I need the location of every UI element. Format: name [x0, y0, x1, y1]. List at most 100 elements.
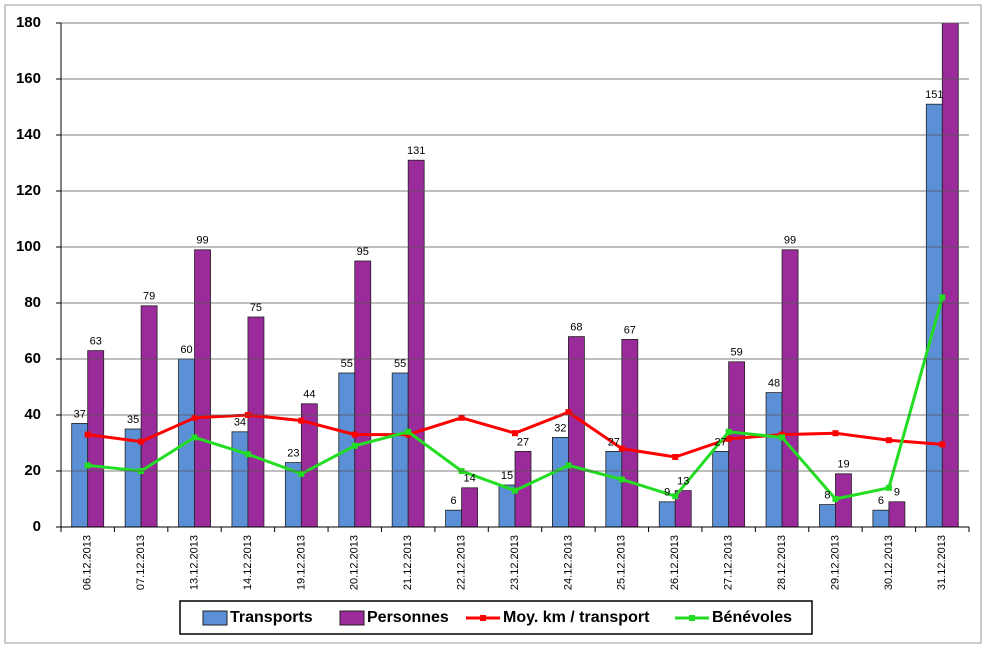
data-label: 151 — [925, 89, 943, 101]
line-marker — [939, 294, 946, 301]
data-label: 55 — [394, 358, 406, 370]
line-marker — [672, 493, 679, 500]
line-marker — [458, 414, 465, 421]
data-label: 55 — [341, 358, 353, 370]
bar — [445, 509, 462, 527]
data-label: 68 — [570, 322, 582, 334]
y-tick-label: 120 — [16, 182, 41, 199]
bar — [140, 305, 158, 527]
x-tick-label: 06.12.2013 — [82, 535, 94, 590]
x-tick-label: 31.12.2013 — [936, 535, 948, 590]
y-tick-label: 60 — [24, 350, 41, 367]
line-marker — [512, 487, 518, 494]
line-marker — [939, 441, 946, 448]
bar — [712, 450, 730, 527]
data-label: 9 — [664, 487, 670, 499]
bar — [674, 490, 692, 527]
line-marker — [672, 454, 679, 460]
bar — [194, 249, 211, 527]
data-label: 63 — [90, 336, 102, 348]
x-tick-label: 27.12.2013 — [723, 535, 735, 590]
legend-label: Personnes — [367, 609, 449, 626]
y-tick-label: 20 — [24, 462, 41, 479]
data-label: 99 — [784, 235, 796, 247]
data-label: 48 — [768, 378, 780, 390]
data-label: 60 — [180, 344, 192, 356]
data-label: 37 — [74, 408, 86, 420]
x-tick-label: 30.12.2013 — [883, 535, 895, 590]
data-label: 67 — [624, 324, 636, 336]
data-label: 13 — [677, 476, 689, 488]
bar — [354, 260, 372, 527]
line-marker — [138, 438, 145, 445]
legend-swatch — [202, 610, 228, 626]
x-tick-label: 29.12.2013 — [829, 535, 841, 590]
legend-marker — [480, 615, 486, 621]
x-tick-label: 07.12.2013 — [135, 535, 147, 590]
line-marker — [832, 430, 839, 437]
x-tick-label: 23.12.2013 — [509, 535, 521, 590]
line-marker — [725, 435, 732, 442]
line-marker — [832, 496, 839, 502]
x-tick-label: 24.12.2013 — [562, 535, 574, 590]
bar — [872, 509, 890, 527]
legend-swatch — [339, 610, 365, 626]
x-tick-label: 22.12.2013 — [455, 535, 467, 590]
line-marker — [84, 431, 91, 438]
line-marker — [351, 431, 358, 438]
data-label: 8 — [824, 490, 830, 502]
line-marker — [885, 484, 892, 491]
bar — [781, 249, 799, 527]
data-label: 19 — [837, 459, 849, 471]
bar — [941, 23, 959, 527]
line-marker — [84, 462, 91, 469]
bar — [391, 372, 409, 527]
x-tick-label: 14.12.2013 — [242, 535, 254, 590]
bar — [658, 501, 676, 527]
bar — [247, 316, 265, 527]
x-tick-label: 20.12.2013 — [349, 535, 361, 590]
line-marker — [512, 430, 518, 437]
data-label: 79 — [143, 291, 155, 303]
data-label: 6 — [878, 495, 884, 507]
plot-area — [71, 23, 959, 527]
line-marker — [779, 434, 786, 441]
line-marker — [618, 476, 625, 483]
data-label: 23 — [287, 448, 299, 460]
data-label: 9 — [894, 487, 900, 499]
line-marker — [244, 451, 251, 458]
legend-marker — [689, 615, 695, 621]
data-label: 44 — [303, 389, 315, 401]
y-tick-label: 160 — [16, 70, 41, 87]
data-label: 75 — [250, 302, 262, 314]
line-marker — [725, 428, 732, 435]
bar — [568, 336, 585, 527]
line-marker — [298, 417, 305, 424]
line-marker — [191, 434, 198, 441]
line-marker — [351, 442, 358, 449]
line-marker — [565, 409, 572, 416]
bar — [461, 487, 478, 527]
line-marker — [298, 470, 305, 477]
x-tick-label: 26.12.2013 — [669, 535, 681, 590]
y-tick-label: 180 — [16, 14, 41, 31]
line-marker — [618, 445, 625, 452]
bar — [925, 103, 943, 527]
bar — [87, 350, 105, 527]
y-tick-label: 80 — [24, 294, 41, 311]
x-tick-label: 25.12.2013 — [616, 535, 628, 590]
data-label: 27 — [715, 436, 727, 448]
y-tick-label: 140 — [16, 126, 41, 143]
data-label: 14 — [463, 473, 475, 485]
data-label: 6 — [451, 495, 457, 507]
y-tick-label: 0 — [33, 518, 41, 535]
x-tick-label: 21.12.2013 — [402, 535, 414, 590]
y-tick-label: 40 — [24, 406, 41, 423]
bar — [407, 159, 425, 527]
bar — [765, 392, 783, 527]
bar — [552, 436, 569, 527]
y-tick-label: 100 — [16, 238, 41, 255]
bar — [621, 338, 639, 527]
data-label: 35 — [127, 414, 139, 426]
